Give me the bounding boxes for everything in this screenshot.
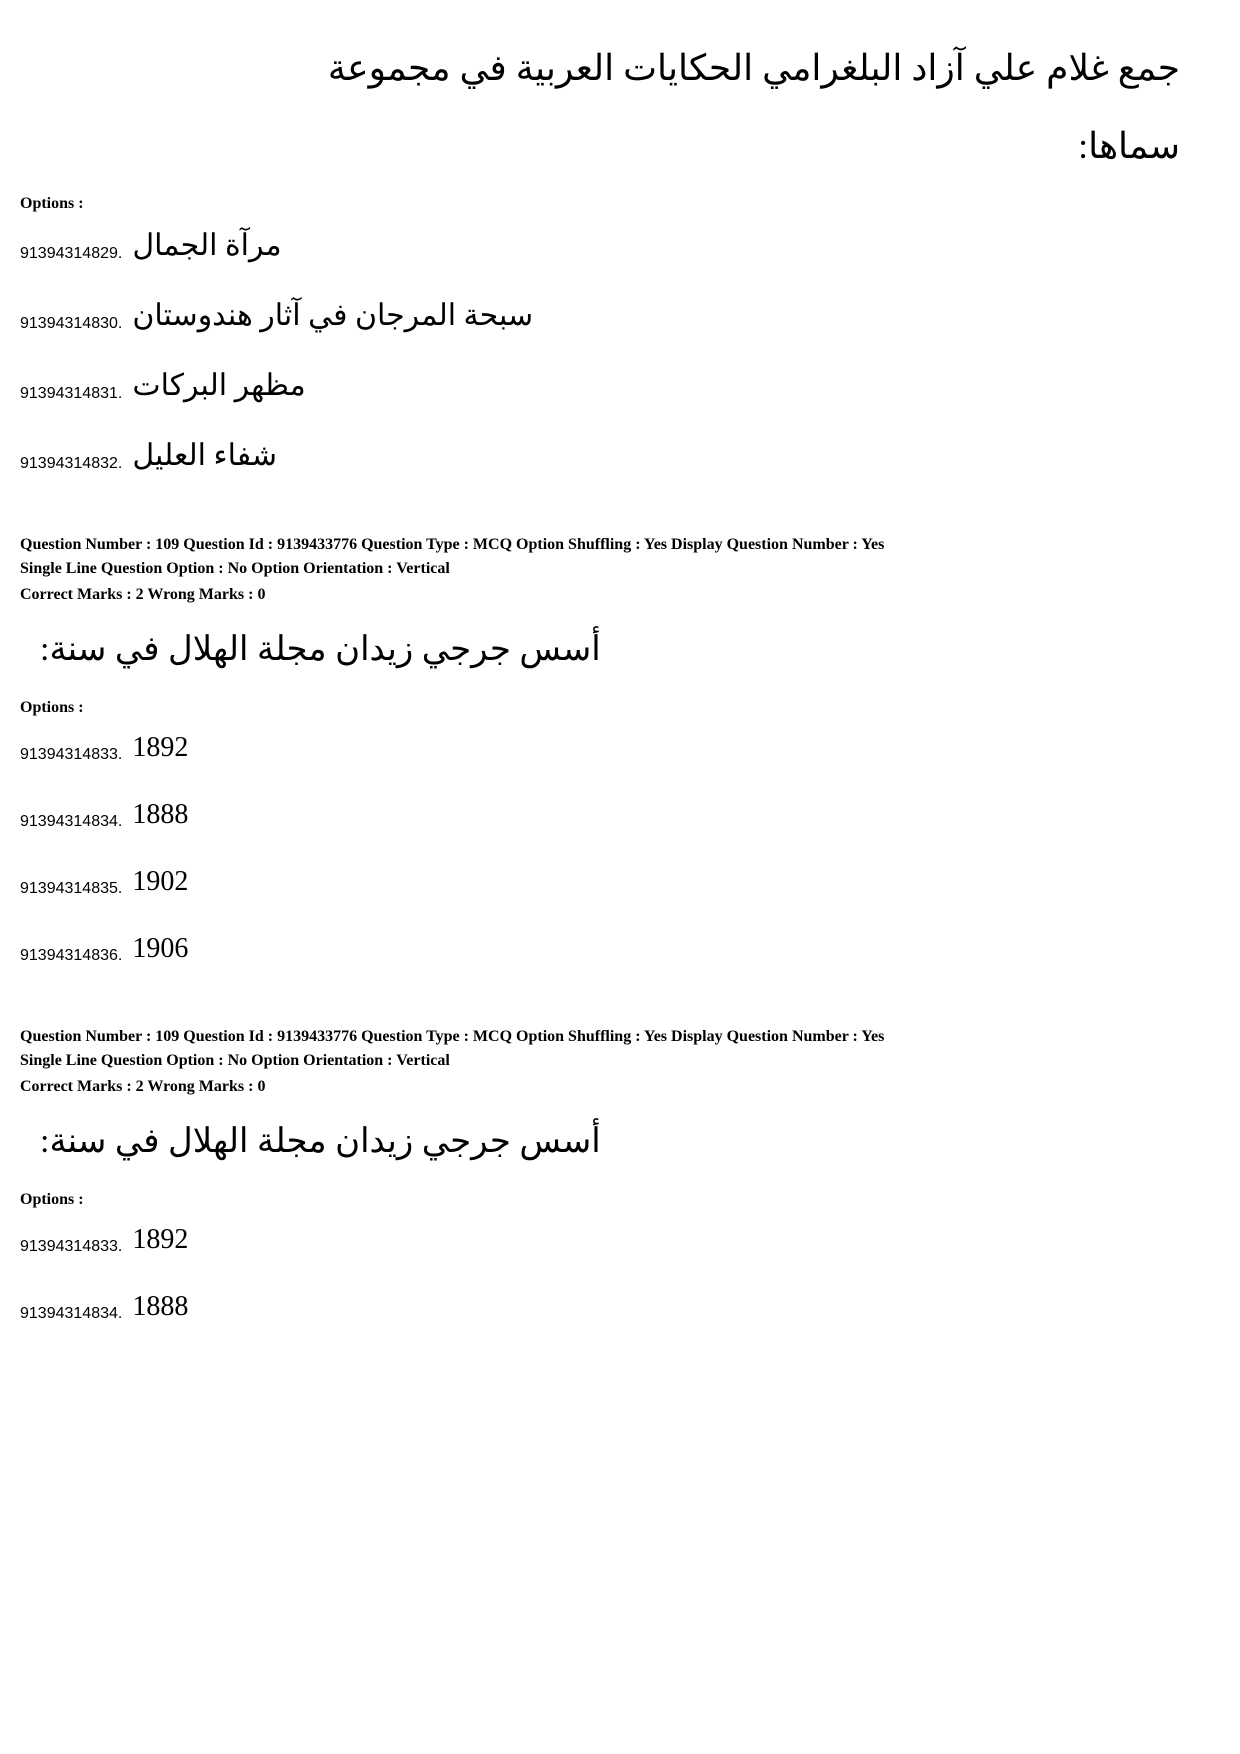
question-marks: Correct Marks : 2 Wrong Marks : 0 [20,586,1220,604]
question-text: أسس جرجي زيدان مجلة الهلال في سنة: [40,629,601,669]
option-text: سبحة المرجان في آثار هندوستان [132,298,533,333]
option-text: 1902 [132,866,188,898]
option-id: 91394314829. [20,245,122,263]
option-id: 91394314833. [20,1238,122,1256]
option-row[interactable]: 91394314835. 1902 [20,866,1220,898]
question-meta-line1: Question Number : 109 Question Id : 9139… [20,1025,1220,1049]
option-id: 91394314833. [20,746,122,764]
option-text: شفاء العليل [132,438,277,473]
option-row[interactable]: 91394314831. مظهر البركات [20,368,1220,403]
question-meta-block: Question Number : 109 Question Id : 9139… [20,1025,1220,1096]
option-id: 91394314835. [20,880,122,898]
options-label: Options : [20,195,1220,213]
question-text-line2: سماها: [40,118,1180,176]
option-row[interactable]: 91394314836. 1906 [20,933,1220,965]
option-id: 91394314831. [20,385,122,403]
option-id: 91394314836. [20,947,122,965]
option-text: 1892 [132,1224,188,1256]
option-text: 1906 [132,933,188,965]
question-meta-line2: Single Line Question Option : No Option … [20,1049,1220,1073]
option-row[interactable]: 91394314833. 1892 [20,1224,1220,1256]
option-id: 91394314830. [20,315,122,333]
option-id: 91394314834. [20,813,122,831]
option-row[interactable]: 91394314833. 1892 [20,732,1220,764]
options-label: Options : [20,699,1220,717]
option-id: 91394314832. [20,455,122,473]
question-meta-line1: Question Number : 109 Question Id : 9139… [20,533,1220,557]
option-text: 1888 [132,1291,188,1323]
option-row[interactable]: 91394314832. شفاء العليل [20,438,1220,473]
option-text: مظهر البركات [132,368,305,403]
option-id: 91394314834. [20,1305,122,1323]
question-text: أسس جرجي زيدان مجلة الهلال في سنة: [40,1121,601,1161]
option-text: مرآة الجمال [132,228,281,263]
question-text-line1: جمع غلام علي آزاد البلغرامي الحكايات الع… [40,40,1180,98]
option-row[interactable]: 91394314834. 1888 [20,799,1220,831]
option-row[interactable]: 91394314829. مرآة الجمال [20,228,1220,263]
option-text: 1892 [132,732,188,764]
options-label: Options : [20,1191,1220,1209]
question-meta-block: Question Number : 109 Question Id : 9139… [20,533,1220,604]
option-row[interactable]: 91394314834. 1888 [20,1291,1220,1323]
question-marks: Correct Marks : 2 Wrong Marks : 0 [20,1078,1220,1096]
question-meta-line2: Single Line Question Option : No Option … [20,557,1220,581]
option-text: 1888 [132,799,188,831]
option-row[interactable]: 91394314830. سبحة المرجان في آثار هندوست… [20,298,1220,333]
